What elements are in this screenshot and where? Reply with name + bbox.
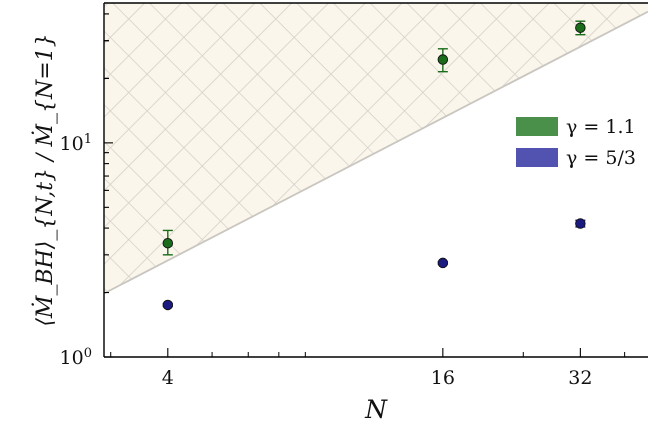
legend: γ = 1.1 γ = 5/3 [516, 116, 636, 169]
gamma-1-1-point [162, 237, 174, 249]
legend-label: γ = 5/3 [566, 147, 636, 169]
gamma-1-1-point [437, 54, 449, 65]
excluded-region [104, 3, 648, 295]
gamma-1-1-point [575, 22, 586, 33]
y-tick-label: 100 [60, 346, 92, 370]
boundary-line [104, 10, 648, 295]
x-tick-label: 4 [162, 367, 174, 389]
legend-label: γ = 1.1 [566, 116, 636, 138]
gamma-5-3-point [575, 218, 586, 229]
x-axis-label: N [364, 395, 388, 424]
gamma-5-3-point [162, 299, 174, 311]
legend-swatch [516, 148, 558, 167]
x-tick-label: 32 [568, 367, 592, 389]
legend-swatch [516, 117, 558, 136]
x-tick-label: 16 [431, 367, 455, 389]
gamma-5-3-point [437, 257, 449, 269]
y-axis-label: ⟨Ṁ_BH⟩_{N,t} / Ṁ_{N=1} [31, 33, 58, 326]
y-tick-label: 101 [60, 131, 92, 155]
data-marks [162, 20, 586, 311]
hatched-region [104, 3, 648, 294]
axes [103, 2, 648, 358]
